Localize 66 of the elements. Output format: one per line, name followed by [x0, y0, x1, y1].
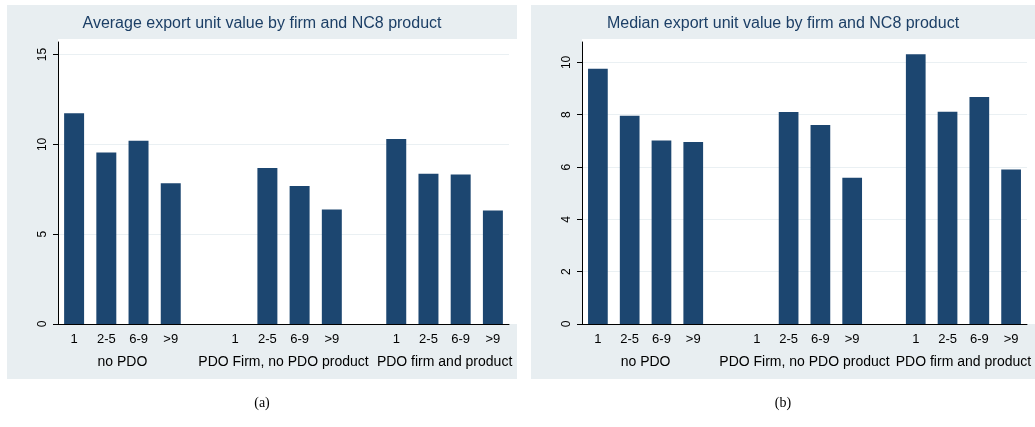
x-tick-label: 6-9 — [129, 331, 148, 346]
x-tick-label: 1 — [912, 331, 920, 346]
x-tick-label: 1 — [231, 331, 239, 346]
chart-title: Average export unit value by firm and NC8 product — [82, 13, 443, 31]
bar — [1001, 169, 1021, 324]
x-tick-label: 6-9 — [969, 331, 989, 346]
x-tick-label: 1 — [70, 331, 78, 346]
y-tick-label: 10 — [559, 55, 573, 70]
bar — [160, 183, 181, 324]
x-tick-label: 2-5 — [257, 331, 277, 346]
x-tick-label: >9 — [685, 331, 701, 346]
x-tick-label: 2-5 — [419, 331, 438, 346]
y-tick-label: 0 — [559, 320, 573, 328]
text: PDO firm and product — [376, 353, 513, 369]
bar — [683, 141, 704, 324]
bar — [289, 186, 310, 324]
bar — [321, 209, 342, 324]
x-tick-label: >9 — [485, 331, 501, 346]
text: no PDO — [97, 353, 148, 369]
bar — [128, 140, 149, 324]
x-tick-label: >9 — [1003, 331, 1019, 346]
bar — [778, 112, 799, 324]
text: PDO Firm, no PDO product — [719, 353, 890, 369]
y-tick-label: 0 — [35, 320, 49, 328]
y-tick-label: 2 — [559, 268, 573, 276]
x-tick-label: >9 — [844, 331, 860, 346]
y-tick-label: 10 — [35, 137, 49, 152]
bar — [482, 210, 503, 324]
x-tick-label: 6-9 — [290, 331, 310, 346]
chart-title: Median export unit value by firm and NC8 product — [606, 13, 960, 31]
bar — [64, 113, 85, 324]
x-tick-label: 1 — [392, 331, 400, 346]
x-tick-label: 2-5 — [620, 331, 640, 346]
x-tick-label: 6-9 — [810, 331, 830, 346]
y-tick-label: 15 — [35, 47, 49, 62]
bar — [588, 68, 608, 324]
x-tick-label: 2-5 — [96, 331, 116, 346]
x-tick-label: 2-5 — [938, 331, 957, 346]
x-tick-label: >9 — [163, 331, 179, 346]
bar — [619, 115, 640, 324]
text: (b) — [773, 395, 793, 411]
bar — [257, 168, 278, 324]
bar — [842, 177, 863, 324]
x-tick-label: 6-9 — [451, 331, 471, 346]
bar — [905, 54, 926, 324]
bar — [386, 138, 407, 324]
bar — [418, 173, 439, 324]
y-tick-label: 5 — [35, 230, 49, 238]
bar — [937, 111, 958, 324]
x-tick-label: 1 — [753, 331, 761, 346]
bar — [810, 124, 831, 324]
x-tick-label: 1 — [594, 331, 602, 346]
bar — [450, 174, 471, 324]
bar — [969, 96, 990, 324]
text: no PDO — [620, 353, 671, 369]
text: PDO firm and product — [895, 353, 1032, 369]
bar — [651, 140, 672, 324]
text: PDO Firm, no PDO product — [198, 353, 369, 369]
x-tick-label: 2-5 — [779, 331, 799, 346]
y-tick-label: 8 — [559, 111, 573, 119]
x-tick-label: 6-9 — [652, 331, 671, 346]
x-tick-label: >9 — [324, 331, 340, 346]
y-tick-label: 6 — [559, 163, 573, 171]
text: (a) — [253, 395, 271, 411]
y-tick-label: 4 — [559, 215, 573, 223]
bar — [96, 152, 117, 324]
